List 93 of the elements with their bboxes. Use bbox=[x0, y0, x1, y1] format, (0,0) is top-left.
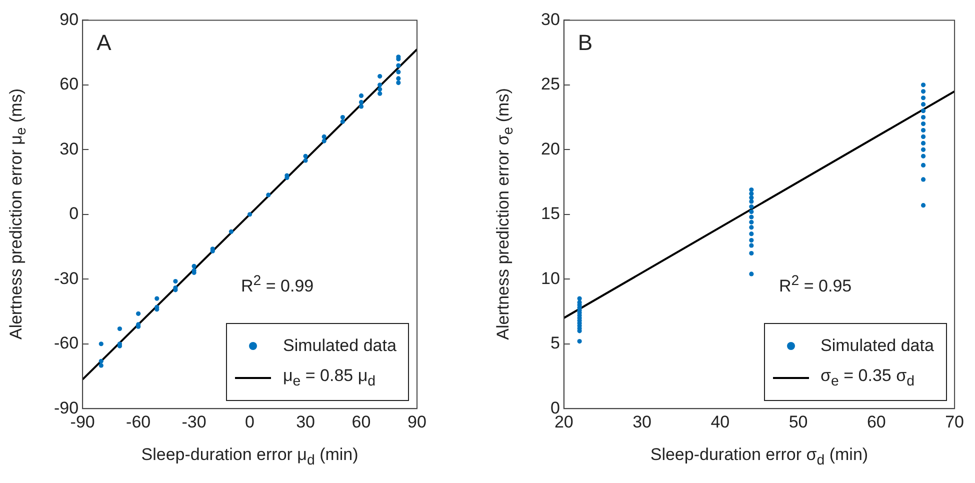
point bbox=[749, 210, 754, 214]
point bbox=[98, 363, 104, 368]
point bbox=[577, 296, 582, 301]
x-axis-title: Sleep-duration error σ$_{d}$ (min) bbox=[650, 444, 868, 468]
point bbox=[378, 74, 382, 79]
point bbox=[749, 272, 754, 276]
legend-label: Simulated data bbox=[820, 336, 934, 356]
point bbox=[920, 121, 926, 126]
point bbox=[920, 115, 926, 120]
point bbox=[749, 195, 754, 200]
x-tick-label: 50 bbox=[788, 412, 808, 432]
text: A bbox=[96, 30, 112, 56]
point bbox=[920, 147, 926, 152]
point bbox=[749, 220, 754, 224]
point bbox=[266, 192, 271, 198]
annotation: R$^{2}$ = 0.95 bbox=[779, 273, 852, 297]
point bbox=[920, 140, 926, 146]
point bbox=[920, 162, 926, 168]
point bbox=[98, 342, 104, 346]
point bbox=[749, 204, 754, 209]
x-axis-title: Sleep-duration error μ$_{d}$ (min) bbox=[141, 444, 358, 468]
point bbox=[920, 177, 926, 182]
x-tick-label: -30 bbox=[182, 412, 206, 432]
point bbox=[920, 102, 926, 107]
x-tick-label: 60 bbox=[866, 412, 886, 432]
point bbox=[378, 91, 382, 96]
point bbox=[749, 250, 754, 256]
point bbox=[920, 96, 926, 100]
y-tick-label: 60 bbox=[60, 74, 79, 94]
point bbox=[396, 70, 401, 74]
point bbox=[396, 63, 401, 68]
point bbox=[749, 191, 754, 196]
point bbox=[340, 119, 345, 124]
x-tick-label: 0 bbox=[245, 412, 255, 432]
x-tick-label: 30 bbox=[296, 412, 315, 432]
point bbox=[749, 199, 754, 204]
point bbox=[322, 138, 326, 144]
y-tick-label: 0 bbox=[69, 204, 79, 224]
point bbox=[396, 80, 401, 86]
y-tick-label: 90 bbox=[60, 10, 79, 29]
point bbox=[920, 134, 926, 140]
legend-label: μ$_{e}$ = 0.85 μ$_{d}$ bbox=[283, 366, 376, 390]
point bbox=[920, 128, 926, 133]
point bbox=[749, 232, 754, 236]
annotation: R$^{2}$ = 0.99 bbox=[241, 273, 314, 297]
point bbox=[358, 104, 364, 109]
point bbox=[396, 76, 401, 81]
point bbox=[154, 296, 160, 301]
point bbox=[303, 154, 308, 158]
x-tick-label: 70 bbox=[945, 412, 964, 432]
point bbox=[98, 358, 104, 364]
y-tick-label: 30 bbox=[540, 10, 560, 29]
point bbox=[340, 115, 345, 120]
x-tick-label: 40 bbox=[710, 412, 730, 432]
point bbox=[920, 82, 926, 88]
point bbox=[358, 100, 364, 104]
point bbox=[303, 158, 308, 163]
point bbox=[920, 89, 926, 94]
y-tick-label: 20 bbox=[540, 139, 560, 158]
y-tick-label: -60 bbox=[54, 334, 79, 353]
point bbox=[136, 311, 141, 316]
point bbox=[749, 225, 754, 230]
point bbox=[577, 338, 582, 344]
point bbox=[378, 86, 382, 92]
point bbox=[228, 229, 234, 234]
point bbox=[749, 214, 754, 220]
y-tick-label: 30 bbox=[60, 139, 79, 158]
y-tick-label: 10 bbox=[540, 268, 560, 288]
x-tick-label: 30 bbox=[632, 412, 652, 432]
y-tick-label: -90 bbox=[54, 398, 79, 418]
point bbox=[749, 243, 754, 248]
y-tick-label: 25 bbox=[540, 74, 560, 94]
point bbox=[117, 326, 122, 332]
point bbox=[173, 278, 178, 284]
point bbox=[192, 264, 196, 268]
point bbox=[749, 238, 754, 243]
y-tick-label: 5 bbox=[550, 334, 560, 353]
text: B bbox=[578, 30, 593, 56]
point bbox=[378, 82, 382, 88]
point bbox=[247, 212, 252, 217]
y-tick-label: -30 bbox=[54, 268, 79, 288]
point bbox=[920, 154, 926, 158]
x-tick-label: 60 bbox=[352, 412, 371, 432]
legend-label: Simulated data bbox=[283, 336, 396, 356]
point bbox=[920, 203, 926, 208]
legend-label: σ$_{e}$ = 0.35 σ$_{d}$ bbox=[820, 366, 914, 390]
point bbox=[322, 134, 326, 140]
point bbox=[749, 188, 754, 192]
x-tick-label: 90 bbox=[408, 412, 426, 432]
x-tick-label: -60 bbox=[126, 412, 151, 432]
point bbox=[920, 108, 926, 114]
y-tick-label: 15 bbox=[540, 204, 560, 224]
point bbox=[358, 93, 364, 98]
